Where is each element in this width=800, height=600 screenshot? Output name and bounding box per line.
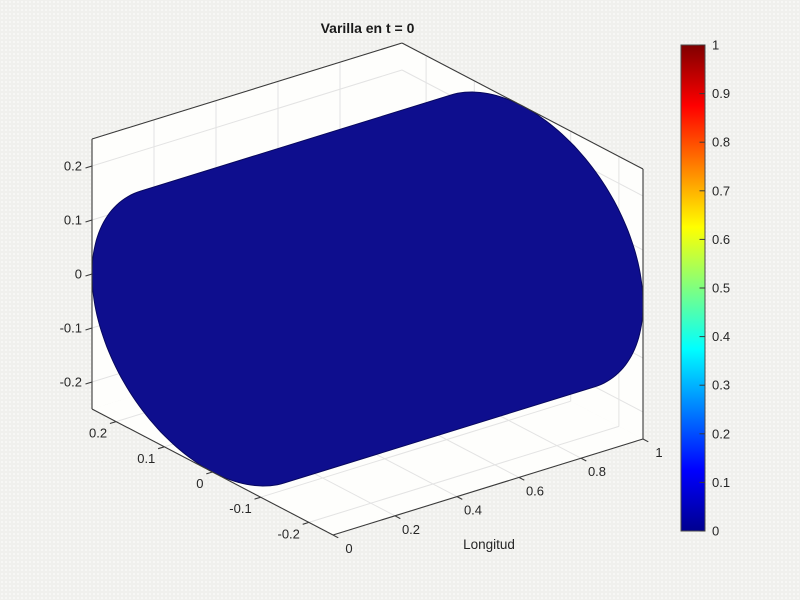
colorbar-tick-label: 0.9 xyxy=(712,86,730,101)
z-tick-label: 0.2 xyxy=(64,159,82,174)
colorbar-tick-label: 0.1 xyxy=(712,475,730,490)
x-tick-label: 0.4 xyxy=(464,503,482,518)
tick-labels: 0.2 0.1 0 -0.1 -0.2 0.2 0.1 0 -0.1 -0.2 0 0.2 0.4 0.6… xyxy=(60,159,663,557)
z-tick-label: -0.1 xyxy=(60,321,82,336)
x-tick-label: 0.6 xyxy=(526,483,544,498)
tick-mark xyxy=(85,273,93,277)
tick-mark xyxy=(332,534,339,539)
colorbar-tick-label: 0.8 xyxy=(712,135,730,150)
tick-mark xyxy=(518,476,525,481)
y-tick-label: 0.1 xyxy=(137,451,155,466)
tick-mark xyxy=(109,421,117,425)
grid-line xyxy=(91,69,403,167)
colorbar-tick-label: 0.4 xyxy=(712,329,730,344)
x-tick-label: 0.8 xyxy=(588,464,606,479)
y-tick-label: -0.2 xyxy=(277,526,299,541)
tick-mark xyxy=(157,446,165,450)
x-axis-label: Longitud xyxy=(463,537,515,552)
colorbar-tick-label: 0 xyxy=(712,524,719,539)
colorbar-tick-label: 0.5 xyxy=(712,281,730,296)
axis-edge xyxy=(91,42,403,140)
y-tick-label: -0.1 xyxy=(229,501,251,516)
y-tick-label: 0 xyxy=(196,476,203,491)
x-tick-label: 1 xyxy=(655,445,662,460)
colorbar-tick-label: 0.6 xyxy=(712,232,730,247)
tick-mark xyxy=(85,165,93,169)
y-tick-label: 0.2 xyxy=(89,426,107,441)
tick-mark xyxy=(302,521,310,525)
axis-ticks xyxy=(85,165,649,539)
grid-line xyxy=(308,425,620,523)
colorbar-tick-label: 0.2 xyxy=(712,426,730,441)
plot-title: Varilla en t = 0 xyxy=(320,20,415,36)
tick-mark xyxy=(394,515,401,520)
grid-line xyxy=(260,400,571,498)
colorbar-tick-label: 0.7 xyxy=(712,183,730,198)
colorbar-tick-label: 1 xyxy=(712,38,719,53)
cylinder-surface xyxy=(91,91,644,487)
tick-mark xyxy=(85,327,93,331)
z-tick-label: 0 xyxy=(75,267,82,282)
tick-mark xyxy=(254,496,261,500)
tick-mark xyxy=(85,219,93,223)
tick-mark xyxy=(456,496,463,500)
z-tick-label: -0.2 xyxy=(60,375,82,390)
tick-mark xyxy=(206,471,213,475)
colorbar-tick-label: 0.3 xyxy=(712,378,730,393)
tick-mark xyxy=(580,457,587,462)
x-tick-label: 0 xyxy=(345,541,352,556)
colorbar: 0 0.1 0.2 0.3 0.4 0.5 0.6 0.7 0.8 0.9 1 xyxy=(680,38,730,539)
tick-mark xyxy=(85,381,93,385)
axis-edge xyxy=(332,438,644,536)
axis-edge xyxy=(401,42,644,170)
tick-mark xyxy=(642,438,649,443)
z-tick-label: 0.1 xyxy=(64,213,82,228)
x-tick-label: 0.2 xyxy=(402,522,420,537)
